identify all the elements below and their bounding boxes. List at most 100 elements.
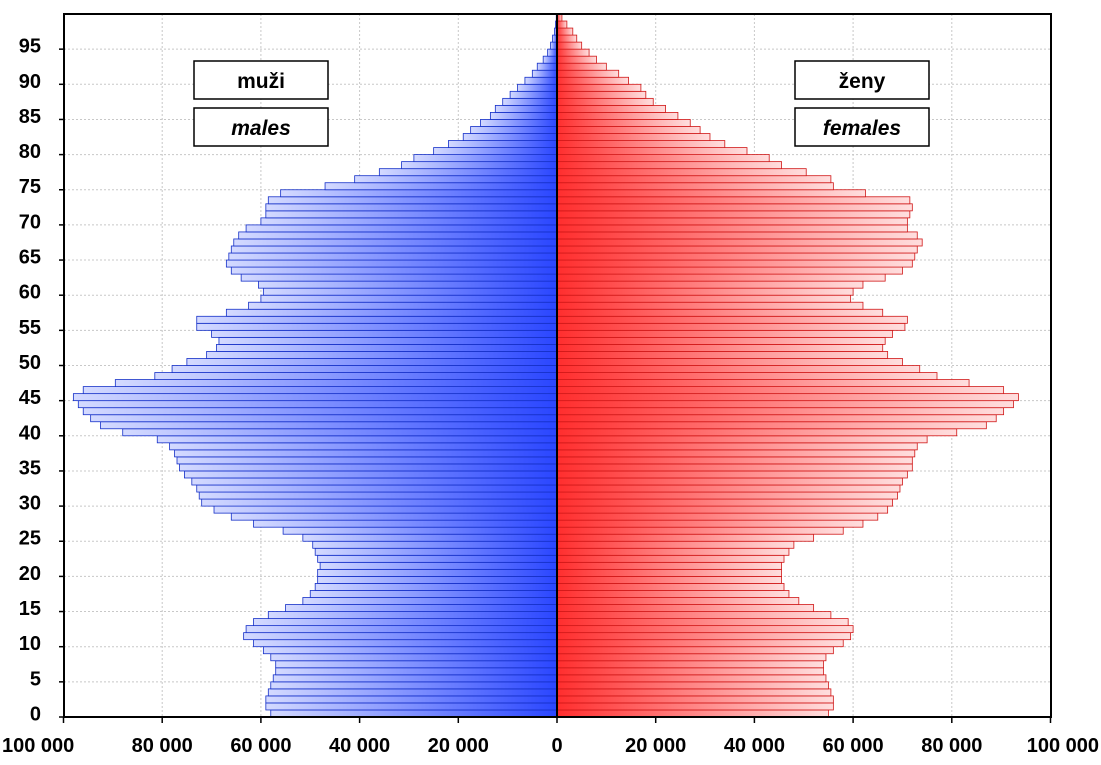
- female-bar-age-28: [556, 512, 879, 521]
- male-bar-age-36: [176, 456, 558, 465]
- male-bar-age-47: [114, 379, 558, 387]
- male-bar-age-91: [531, 69, 558, 78]
- y-tick-label: 45: [19, 387, 41, 409]
- male-bar-age-41: [100, 421, 558, 430]
- female-bar-age-58: [556, 301, 864, 310]
- legend-label-males: males: [231, 117, 291, 140]
- legend-males: muži males: [193, 60, 329, 147]
- legend-box-zeny: [794, 60, 930, 100]
- female-bar-age-87: [556, 97, 654, 106]
- female-bar-age-20: [556, 568, 782, 577]
- female-bar-age-14: [556, 611, 832, 619]
- male-bar-age-22: [317, 554, 558, 563]
- female-bar-age-45: [556, 393, 1019, 402]
- male-bar-age-25: [302, 533, 558, 542]
- female-bar-age-9: [556, 646, 834, 655]
- female-bar-age-56: [556, 315, 908, 324]
- y-tick-label: 30: [19, 493, 41, 515]
- male-bar-age-9: [262, 646, 558, 655]
- male-bar-age-64: [225, 259, 558, 268]
- female-bar-age-54: [556, 329, 893, 338]
- male-bar-age-33: [191, 477, 558, 486]
- male-bar-age-34: [184, 470, 558, 479]
- y-tick-label: 90: [19, 71, 41, 93]
- male-bar-age-40: [122, 428, 558, 437]
- male-bar-age-63: [230, 266, 558, 275]
- y-axis-ticks: 0 5 10 15 20 25 30 35 40 45 50 55 60 65 70 75 80 85 90 95: [19, 36, 64, 725]
- male-bar-age-42: [90, 414, 558, 423]
- male-bar-age-49: [171, 365, 558, 373]
- female-bar-age-34: [556, 470, 908, 479]
- male-bar-age-54: [211, 329, 558, 338]
- female-bar-age-78: [556, 161, 782, 170]
- y-tick-label: 35: [19, 457, 41, 479]
- female-bar-age-60: [556, 287, 854, 296]
- male-bar-age-72: [265, 203, 558, 212]
- male-bar-age-88: [509, 90, 558, 99]
- female-bar-age-98: [556, 20, 568, 29]
- male-bar-age-62: [240, 273, 558, 282]
- female-bar-age-4: [556, 681, 829, 690]
- male-bar-age-59: [260, 294, 558, 303]
- y-tick-label: 15: [19, 598, 41, 620]
- female-bar-age-50: [556, 358, 903, 366]
- female-bar-age-25: [556, 533, 815, 542]
- female-bar-age-40: [556, 428, 958, 437]
- female-bar-age-6: [556, 667, 824, 676]
- male-bar-age-82: [462, 133, 558, 141]
- x-tick-label: 40 000: [724, 735, 785, 757]
- male-bar-age-46: [82, 386, 558, 395]
- female-bar-age-26: [556, 526, 844, 535]
- female-bar-age-39: [556, 435, 928, 444]
- male-bar-age-80: [433, 147, 558, 156]
- male-bar-age-31: [198, 491, 558, 500]
- x-tick-label: 20 000: [625, 735, 686, 757]
- female-bar-age-18: [556, 583, 785, 591]
- female-bar-age-16: [556, 597, 800, 605]
- x-tick-label: 0: [551, 735, 562, 757]
- female-bar-age-94: [556, 48, 590, 57]
- male-bar-age-65: [228, 252, 558, 261]
- female-bar-age-21: [556, 561, 782, 570]
- y-tick-label: 75: [19, 176, 41, 198]
- male-bar-age-12: [245, 625, 558, 634]
- female-bar-age-8: [556, 653, 827, 662]
- male-bar-age-69: [245, 224, 558, 233]
- y-tick-label: 20: [19, 563, 41, 585]
- male-bar-age-32: [196, 484, 558, 493]
- male-bar-age-17: [309, 590, 558, 598]
- female-bar-age-92: [556, 62, 607, 71]
- x-tick-label: 40 000: [329, 735, 390, 757]
- male-bar-age-55: [196, 322, 558, 331]
- female-bar-age-77: [556, 168, 807, 177]
- male-bar-age-56: [196, 315, 558, 324]
- female-bar-age-89: [556, 83, 642, 92]
- female-bar-age-27: [556, 519, 864, 528]
- female-bar-age-37: [556, 449, 916, 458]
- female-bar-age-91: [556, 69, 620, 78]
- male-bar-age-76: [354, 175, 558, 184]
- male-bar-age-15: [285, 604, 558, 612]
- male-bar-age-81: [448, 140, 558, 148]
- male-bar-age-7: [275, 660, 558, 669]
- male-bar-age-8: [270, 653, 558, 662]
- male-bar-age-92: [536, 62, 558, 71]
- female-bar-age-22: [556, 554, 785, 563]
- male-bar-age-10: [253, 639, 558, 648]
- female-bar-age-52: [556, 344, 884, 352]
- female-bar-age-41: [556, 421, 987, 430]
- female-bar-age-36: [556, 456, 913, 465]
- female-bar-age-71: [556, 210, 911, 219]
- female-bar-age-95: [556, 41, 583, 50]
- male-bar-age-19: [317, 576, 558, 584]
- male-bar-age-3: [267, 688, 558, 697]
- y-tick-label: 85: [19, 106, 41, 128]
- male-bar-age-13: [253, 618, 558, 627]
- male-bar-age-70: [260, 217, 558, 226]
- male-bar-age-27: [253, 519, 558, 528]
- legend-box-males: [193, 107, 329, 147]
- female-bar-age-63: [556, 266, 903, 275]
- male-bar-age-4: [270, 681, 558, 690]
- male-bar-age-37: [174, 449, 558, 458]
